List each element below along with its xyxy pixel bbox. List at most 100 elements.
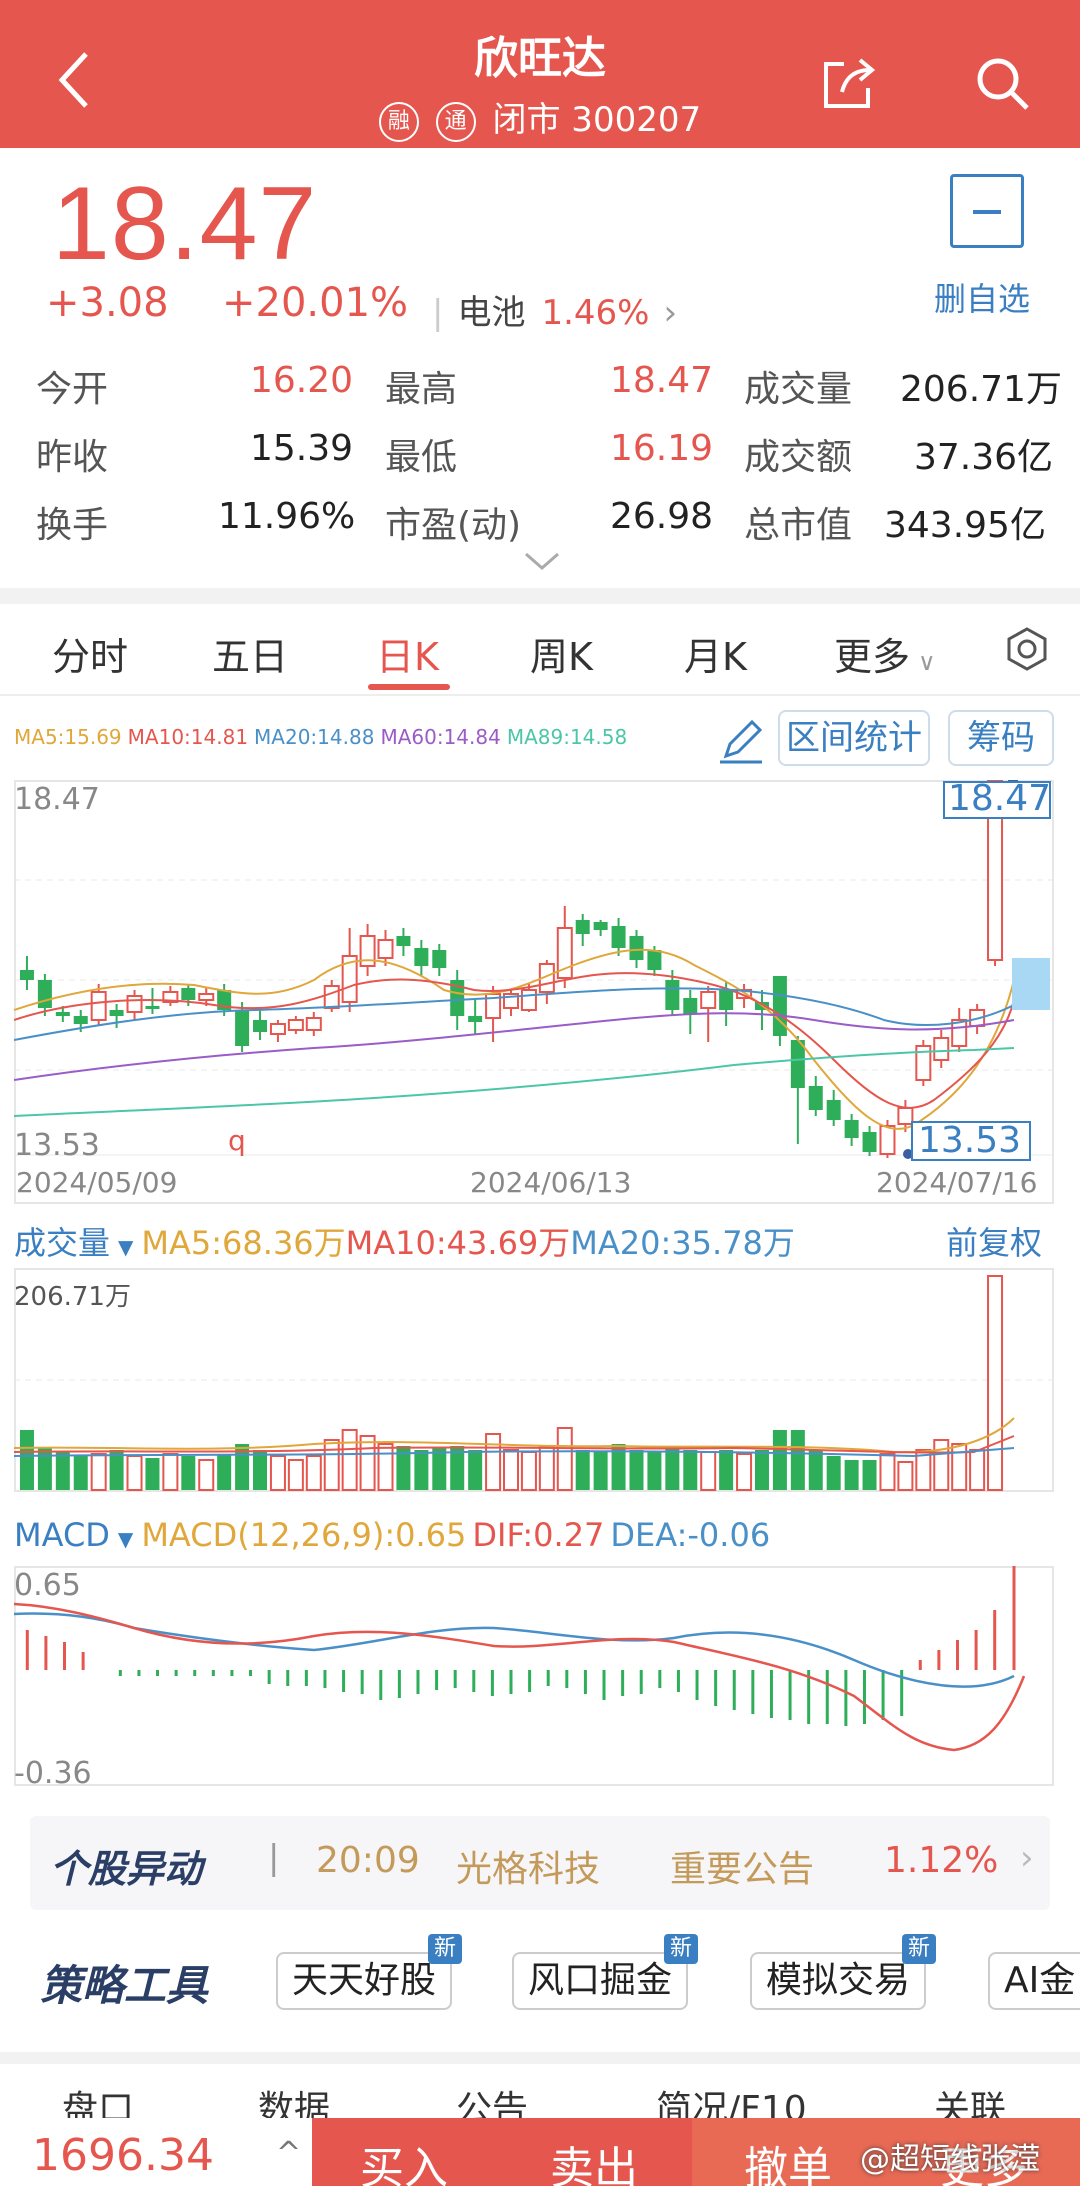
stat-mktcap-label: 总市值 <box>744 505 853 546</box>
volume-bar <box>897 1461 914 1491</box>
adjust-button[interactable]: 前复权 <box>946 1224 1043 1262</box>
candle-body <box>414 948 429 966</box>
candle-body <box>647 950 662 970</box>
candle-body <box>862 1132 877 1152</box>
high-marker-label: 18.47 <box>948 778 1052 819</box>
candle-body <box>217 990 232 1010</box>
tab-monthly-k[interactable]: 月K <box>684 635 747 679</box>
candle-body <box>287 1019 304 1031</box>
candle-body <box>253 1020 268 1032</box>
price-change-pct: +20.01% <box>222 280 409 326</box>
volume-bar <box>485 1433 502 1491</box>
search-icon[interactable] <box>975 56 1031 112</box>
stat-turnover-value: 11.96% <box>218 496 356 537</box>
candle-body <box>55 1012 70 1016</box>
tool-sim-trade[interactable]: 模拟交易新 <box>750 1934 937 2010</box>
volume-title[interactable]: 成交量 <box>14 1224 111 1262</box>
buy-button[interactable] <box>312 2118 692 2186</box>
kline-top-label: 18.47 <box>14 782 100 817</box>
kline-chart[interactable] <box>14 780 1054 1204</box>
stat-high-value: 18.47 <box>610 360 714 401</box>
macd-dif: DIF:0.27 <box>472 1516 605 1554</box>
stock-name: 欣旺达 <box>474 33 606 84</box>
range-stat-button[interactable]: 区间统计 <box>778 710 930 766</box>
tab-intraday[interactable]: 分时 <box>52 635 129 679</box>
volume-bar <box>181 1456 196 1490</box>
volume-chart[interactable] <box>14 1268 1054 1492</box>
pencil-icon[interactable] <box>716 716 766 766</box>
divider: | <box>268 1838 280 1878</box>
stat-prevclose-label: 昨收 <box>36 437 109 478</box>
remove-watchlist-button[interactable] <box>950 174 1024 248</box>
new-badge: 新 <box>664 1934 699 1964</box>
sector-name: 电池 <box>457 293 526 333</box>
ma-legend: MA5:15.69 MA10:14.81 MA20:14.88 MA60:14.84 M… <box>14 725 633 749</box>
tab-daily-k[interactable]: 日K <box>376 635 439 679</box>
candle-body <box>19 970 34 980</box>
index-value[interactable]: 1696.34 <box>32 2130 214 2181</box>
tab-more[interactable]: 更多 ∨ <box>834 626 936 681</box>
tool-daily-stock[interactable]: 天天好股新 <box>276 1934 463 2010</box>
tool-label: AI金 <box>1004 1960 1076 2001</box>
sell-button[interactable] <box>692 2118 1080 2186</box>
candle-body <box>844 1120 859 1138</box>
stat-pe-value: 26.98 <box>610 496 714 537</box>
macd-chart[interactable] <box>14 1566 1054 1786</box>
volume-bar <box>754 1450 769 1490</box>
stat-amount-value: 37.36亿 <box>914 437 1054 478</box>
candle-body <box>575 920 590 934</box>
volume-bar <box>253 1450 268 1490</box>
volume-bar <box>808 1450 823 1490</box>
candle-body <box>593 922 608 930</box>
tool-trend-dig[interactable]: 风口掘金新 <box>512 1934 699 2010</box>
volume-bar <box>987 1275 1004 1491</box>
more-label[interactable]: 更多 <box>940 2143 1028 2186</box>
volume-bars <box>19 1275 1004 1491</box>
share-icon[interactable] <box>820 56 880 112</box>
macd-legend: MACD ▼ MACD(12,26,9):0.65 DIF:0.27 DEA:-0.06 <box>14 1516 770 1554</box>
macd-title[interactable]: MACD <box>14 1516 110 1554</box>
cancel-label[interactable]: 撤单 <box>744 2143 832 2186</box>
new-badge: 新 <box>428 1934 463 1964</box>
macd-params: MACD(12,26,9):0.65 <box>141 1516 467 1554</box>
back-icon[interactable] <box>52 48 100 112</box>
volume-bar <box>109 1450 124 1490</box>
ma5-label: MA5:15.69 <box>14 725 122 749</box>
tools-brand: 策略工具 <box>40 1961 209 2010</box>
volume-bar <box>145 1458 160 1490</box>
volume-bar <box>323 1439 340 1491</box>
tool-ai[interactable]: AI金 <box>988 1952 1080 2010</box>
volume-bar <box>951 1443 968 1491</box>
remove-watchlist-label[interactable]: 删自选 <box>934 280 1031 318</box>
tab-five-day[interactable]: 五日 <box>212 635 289 679</box>
sector-link[interactable]: | 电池 1.46% › <box>432 285 677 334</box>
stock-alert-banner[interactable]: 个股异动 | 20:09 光格科技 重要公告 1.12% › <box>30 1816 1050 1910</box>
volume-bar <box>269 1455 286 1491</box>
ma-line <box>14 987 1015 1041</box>
volume-bar <box>162 1453 179 1491</box>
volume-bar <box>305 1455 322 1491</box>
tool-label: 风口掘金 <box>528 1960 673 2001</box>
vol-ma20: MA20:35.78万 <box>570 1224 795 1262</box>
settings-icon[interactable] <box>1004 626 1050 672</box>
volume-bar <box>879 1453 896 1491</box>
stat-open-value: 16.20 <box>250 360 354 401</box>
candle-body <box>323 985 340 1009</box>
candle-body <box>37 980 52 1008</box>
volume-bar <box>647 1452 662 1490</box>
alert-stock: 光格科技 <box>456 1849 601 1890</box>
chips-button[interactable]: 筹码 <box>948 710 1054 766</box>
volume-bar <box>198 1459 215 1491</box>
high-marker-box <box>943 781 1051 819</box>
candle-body <box>109 1010 124 1016</box>
ma-line <box>14 1012 1015 1081</box>
candle-body <box>305 1017 322 1031</box>
chevron-up-icon[interactable]: ^ <box>276 2136 302 2171</box>
candle-body <box>826 1100 841 1120</box>
stat-low-label: 最低 <box>385 437 458 478</box>
new-badge: 新 <box>902 1934 937 1964</box>
volume-bar <box>414 1450 429 1490</box>
tab-weekly-k[interactable]: 周K <box>530 635 593 679</box>
chevron-down-icon[interactable] <box>524 552 560 572</box>
candle-body <box>933 1037 950 1061</box>
